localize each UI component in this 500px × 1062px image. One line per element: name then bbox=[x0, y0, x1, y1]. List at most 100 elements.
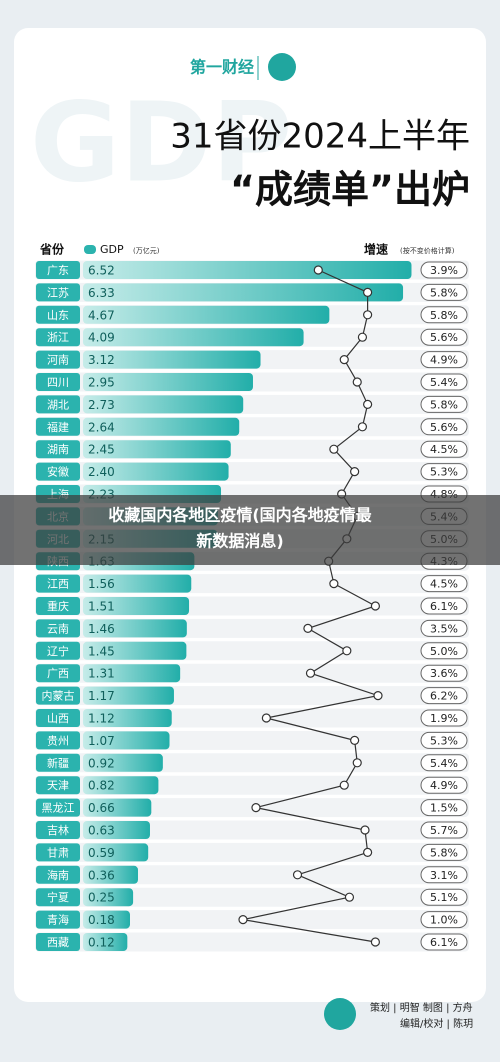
bar bbox=[83, 328, 304, 347]
overlay-text: 收藏国内各地区疫情(国内各地疫情最 bbox=[108, 506, 372, 525]
value-label: 1.17 bbox=[88, 689, 115, 703]
category-label: 河南 bbox=[47, 354, 69, 367]
growth-point bbox=[357, 332, 368, 342]
growth-point bbox=[360, 825, 370, 835]
growth-label: 5.3% bbox=[430, 734, 458, 747]
row-bg bbox=[35, 865, 469, 885]
footer-credit: 策划 | 明智 制图 | 方舟 bbox=[370, 1001, 473, 1014]
growth-label: 5.8% bbox=[430, 398, 458, 411]
category-label: 山东 bbox=[47, 309, 69, 322]
category-tag bbox=[36, 933, 80, 951]
category-label: 新疆 bbox=[47, 756, 69, 770]
bar bbox=[83, 798, 152, 817]
category-tag bbox=[36, 776, 80, 795]
category-label: 西藏 bbox=[47, 936, 69, 949]
growth-point bbox=[261, 713, 271, 723]
growth-point bbox=[339, 780, 349, 790]
row-bg bbox=[35, 910, 469, 930]
growth-pill bbox=[420, 754, 468, 772]
bar bbox=[83, 350, 261, 369]
growth-label: 5.4% bbox=[430, 376, 458, 389]
growth-label: 4.5% bbox=[430, 578, 458, 591]
growth-point bbox=[350, 735, 360, 746]
growth-label: 5.7% bbox=[430, 824, 458, 837]
category-tag bbox=[36, 709, 80, 727]
category-label: 安徽 bbox=[47, 465, 69, 479]
value-label: 2.73 bbox=[88, 398, 115, 412]
category-label: 黑龙江 bbox=[42, 802, 75, 815]
growth-pill bbox=[420, 261, 468, 279]
bar bbox=[83, 753, 163, 772]
legend-swatch bbox=[84, 245, 96, 254]
growth-pill bbox=[420, 888, 468, 906]
growth-label: 5.8% bbox=[430, 309, 458, 322]
growth-pill bbox=[420, 418, 468, 436]
category-tag bbox=[36, 731, 80, 750]
growth-label: 1.5% bbox=[430, 802, 458, 815]
bg-letters: GDP bbox=[30, 78, 292, 206]
growth-point bbox=[292, 870, 303, 880]
value-label: 2.45 bbox=[88, 443, 115, 457]
growth-label: 4.9% bbox=[430, 354, 458, 367]
growth-pill bbox=[420, 463, 468, 481]
growth-point bbox=[344, 892, 355, 902]
value-label: 4.09 bbox=[88, 331, 115, 345]
bar bbox=[83, 373, 253, 391]
growth-label: 5.4% bbox=[430, 757, 458, 770]
category-tag bbox=[36, 350, 80, 369]
category-label: 吉林 bbox=[47, 823, 69, 837]
bar bbox=[83, 283, 404, 302]
category-label: 江苏 bbox=[47, 286, 69, 299]
growth-label: 5.3% bbox=[430, 466, 458, 479]
growth-pill bbox=[420, 799, 468, 817]
value-label: 0.25 bbox=[88, 891, 115, 905]
growth-label: 1.9% bbox=[430, 712, 458, 725]
value-label: 0.63 bbox=[88, 824, 115, 838]
growth-point bbox=[363, 399, 373, 409]
growth-point bbox=[329, 444, 339, 454]
growth-pill bbox=[420, 373, 468, 391]
bar bbox=[83, 776, 159, 795]
category-tag bbox=[36, 328, 80, 347]
growth-point bbox=[329, 578, 339, 589]
value-label: 1.56 bbox=[88, 577, 115, 591]
growth-pill bbox=[420, 283, 468, 301]
bar bbox=[83, 709, 172, 727]
category-tag bbox=[36, 641, 80, 660]
value-label: 1.31 bbox=[88, 667, 115, 681]
category-label: 甘肃 bbox=[47, 846, 69, 859]
footer-credit: 编辑/校对 | 陈玥 bbox=[400, 1017, 473, 1030]
category-tag bbox=[36, 664, 80, 683]
category-label: 广西 bbox=[47, 667, 69, 680]
growth-label: 5.6% bbox=[430, 331, 458, 344]
growth-label: 6.1% bbox=[430, 936, 458, 949]
legend-label: GDP bbox=[100, 243, 124, 256]
bar bbox=[83, 910, 130, 929]
category-label: 天津 bbox=[47, 779, 69, 792]
category-label: 湖南 bbox=[47, 443, 69, 456]
growth-pill bbox=[420, 933, 468, 951]
growth-label: 3.5% bbox=[430, 622, 458, 635]
legend-unit: (按不变价格计算) bbox=[400, 246, 455, 255]
growth-point bbox=[251, 802, 261, 813]
category-tag bbox=[36, 283, 80, 302]
bar bbox=[83, 619, 187, 638]
growth-pill bbox=[420, 597, 468, 615]
bar bbox=[83, 821, 150, 839]
bar bbox=[83, 597, 190, 615]
category-label: 重庆 bbox=[47, 599, 69, 613]
value-label: 0.92 bbox=[88, 756, 115, 770]
bar bbox=[83, 865, 138, 884]
category-label: 海南 bbox=[47, 868, 69, 882]
growth-pill bbox=[420, 709, 468, 727]
chart-title: 31省份2024上半年 bbox=[170, 117, 470, 157]
bar bbox=[83, 664, 181, 683]
growth-pill bbox=[420, 866, 468, 884]
growth-point bbox=[363, 310, 373, 320]
bar bbox=[83, 305, 330, 324]
category-label: 浙江 bbox=[47, 331, 69, 344]
value-label: 1.45 bbox=[88, 644, 115, 658]
category-tag bbox=[36, 261, 80, 279]
growth-label: 3.9% bbox=[430, 264, 458, 277]
growth-label: 5.8% bbox=[430, 286, 458, 299]
